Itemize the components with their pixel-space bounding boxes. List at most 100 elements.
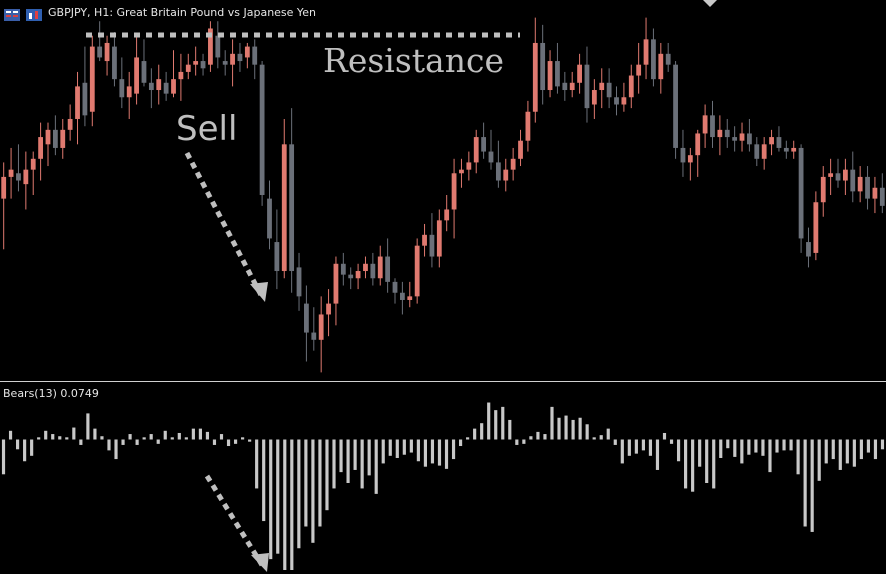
candle[interactable]: [82, 46, 88, 127]
candle[interactable]: [1, 162, 7, 250]
candle[interactable]: [724, 118, 730, 148]
window-menu-icon[interactable]: [4, 6, 20, 21]
candle[interactable]: [466, 151, 472, 181]
candle[interactable]: [488, 129, 494, 170]
candle[interactable]: [193, 46, 199, 76]
candle[interactable]: [747, 118, 752, 152]
candle[interactable]: [363, 256, 368, 279]
candle[interactable]: [510, 147, 516, 181]
candle[interactable]: [842, 158, 848, 195]
candle[interactable]: [126, 71, 132, 119]
candle[interactable]: [577, 53, 582, 94]
candle[interactable]: [776, 126, 782, 152]
candle[interactable]: [429, 213, 435, 268]
candle[interactable]: [732, 126, 738, 152]
candle[interactable]: [540, 24, 546, 105]
candle[interactable]: [636, 42, 642, 94]
candle[interactable]: [739, 122, 745, 152]
candle[interactable]: [857, 166, 863, 203]
candle[interactable]: [230, 39, 235, 87]
candle[interactable]: [481, 122, 487, 159]
candle[interactable]: [820, 166, 826, 217]
candle[interactable]: [385, 238, 391, 293]
candle[interactable]: [97, 21, 103, 62]
candle[interactable]: [813, 191, 819, 261]
candle[interactable]: [348, 267, 354, 290]
candle[interactable]: [798, 144, 804, 253]
candle[interactable]: [621, 82, 627, 112]
candle[interactable]: [687, 147, 693, 181]
candle[interactable]: [222, 50, 228, 76]
candle[interactable]: [178, 53, 184, 101]
candle[interactable]: [680, 129, 686, 177]
candle[interactable]: [23, 151, 29, 210]
candle[interactable]: [311, 307, 317, 351]
candle[interactable]: [503, 158, 509, 192]
candle[interactable]: [754, 137, 760, 167]
candle[interactable]: [392, 278, 398, 304]
chart-type-icon[interactable]: [26, 6, 42, 21]
candle[interactable]: [259, 61, 265, 206]
candle[interactable]: [340, 252, 346, 286]
candle[interactable]: [8, 147, 14, 199]
candle[interactable]: [318, 296, 324, 373]
candle[interactable]: [289, 108, 295, 293]
candle[interactable]: [695, 129, 701, 177]
candle[interactable]: [495, 140, 501, 188]
candle[interactable]: [119, 57, 125, 109]
candle[interactable]: [717, 115, 723, 156]
candle[interactable]: [791, 140, 797, 159]
candle[interactable]: [865, 166, 870, 210]
candle[interactable]: [422, 223, 427, 257]
candle[interactable]: [673, 61, 678, 159]
candle[interactable]: [473, 129, 479, 174]
candle[interactable]: [134, 35, 139, 105]
candle[interactable]: [702, 104, 708, 148]
candle[interactable]: [879, 173, 885, 214]
candle[interactable]: [75, 71, 80, 145]
candle[interactable]: [38, 122, 44, 181]
candle[interactable]: [237, 42, 243, 72]
candle[interactable]: [399, 281, 405, 315]
candle[interactable]: [252, 39, 258, 80]
pane-separator[interactable]: [0, 381, 886, 382]
candle[interactable]: [104, 35, 110, 76]
candle[interactable]: [835, 158, 841, 188]
candle[interactable]: [67, 104, 73, 141]
candle[interactable]: [828, 158, 834, 195]
candle[interactable]: [200, 53, 206, 76]
candle[interactable]: [806, 227, 811, 268]
candle[interactable]: [171, 50, 176, 98]
candle[interactable]: [614, 86, 619, 116]
candle[interactable]: [141, 39, 147, 87]
candle[interactable]: [156, 64, 162, 105]
candle[interactable]: [710, 100, 715, 148]
candle[interactable]: [850, 151, 856, 203]
candle[interactable]: [525, 100, 531, 152]
candle[interactable]: [407, 281, 413, 308]
candle[interactable]: [377, 245, 383, 286]
candle[interactable]: [436, 209, 442, 268]
candle[interactable]: [459, 158, 464, 188]
candle[interactable]: [599, 68, 605, 109]
candle[interactable]: [518, 129, 523, 167]
bears-indicator-pane[interactable]: [1, 402, 885, 570]
candle[interactable]: [355, 263, 361, 290]
candle[interactable]: [215, 21, 221, 69]
candle[interactable]: [244, 42, 250, 69]
candle[interactable]: [163, 71, 169, 101]
candle[interactable]: [769, 129, 774, 156]
candle[interactable]: [628, 64, 634, 109]
candle[interactable]: [643, 17, 649, 80]
candle[interactable]: [112, 32, 117, 87]
candle[interactable]: [89, 35, 95, 127]
candle[interactable]: [532, 17, 538, 123]
candle[interactable]: [872, 176, 878, 214]
candle[interactable]: [296, 252, 302, 311]
candle[interactable]: [274, 209, 280, 290]
candle[interactable]: [326, 289, 331, 337]
candle[interactable]: [60, 118, 66, 159]
candle[interactable]: [569, 71, 575, 98]
candle[interactable]: [148, 68, 154, 109]
candle[interactable]: [30, 151, 36, 195]
